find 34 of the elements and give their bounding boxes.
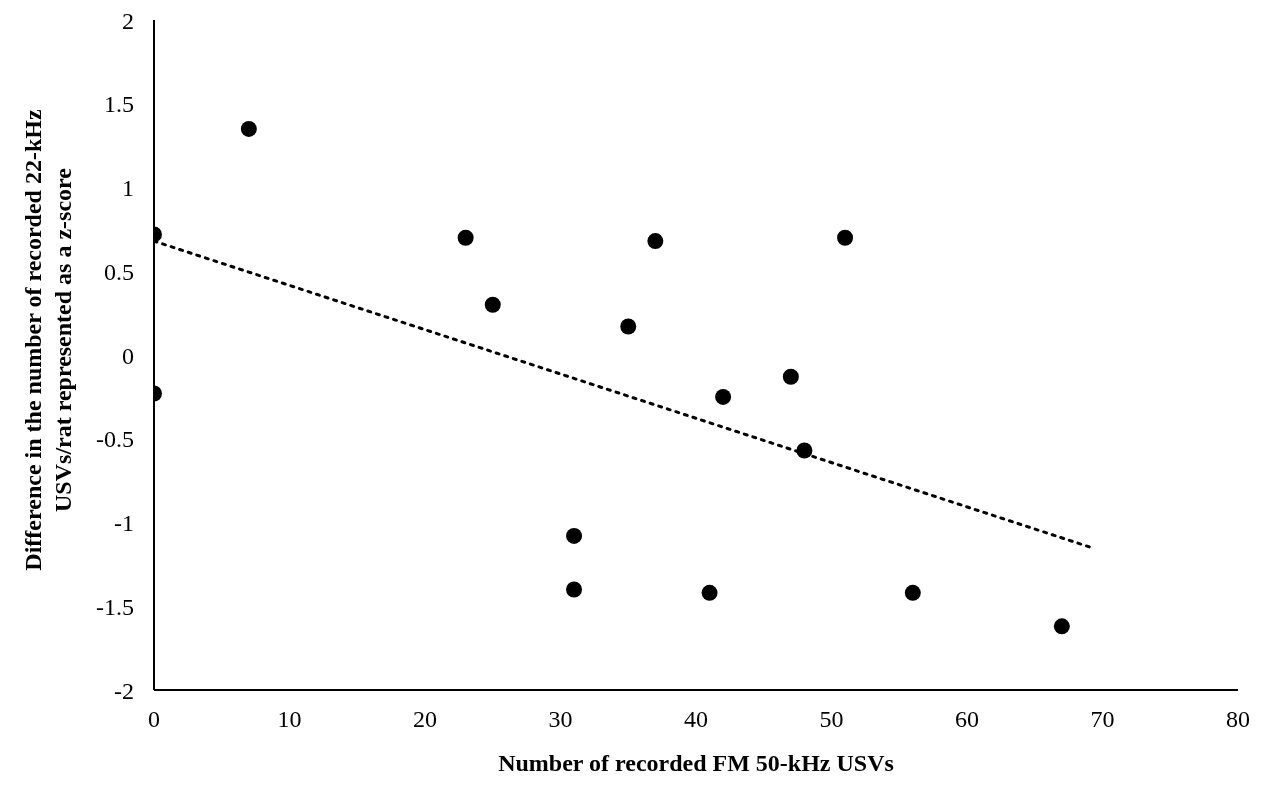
- y-tick-label: 1.5: [104, 91, 134, 118]
- y-tick-label: -1.5: [96, 593, 134, 620]
- point: [782, 368, 799, 385]
- y-axis-title: Difference in the number of recorded 22-kHz USVs/rat represented as a z-score: [19, 108, 77, 573]
- point: [240, 120, 257, 137]
- point: [620, 318, 637, 335]
- x-tick-label: 60: [955, 706, 979, 733]
- y-tick-label: 2: [122, 7, 134, 34]
- point: [566, 581, 583, 598]
- x-tick-label: 50: [819, 706, 844, 733]
- x-tick-label: 70: [1090, 706, 1115, 733]
- point: [457, 229, 474, 246]
- point: [904, 584, 921, 601]
- x-tick-label: 10: [277, 706, 302, 733]
- x-tick-label: 0: [148, 706, 160, 733]
- x-tick-label: 80: [1226, 706, 1250, 733]
- point: [715, 388, 732, 405]
- point: [566, 527, 583, 544]
- y-tick-label: -0.5: [96, 426, 134, 453]
- y-tick-label: 0: [122, 342, 134, 369]
- point: [647, 233, 664, 250]
- y-tick-label: 0.5: [104, 258, 134, 285]
- x-tick-label: 20: [413, 706, 437, 733]
- point: [701, 584, 718, 601]
- x-axis-title: Number of recorded FM 50-kHz USVs: [497, 750, 895, 777]
- y-tick-label: -2: [114, 677, 134, 704]
- point: [837, 229, 854, 246]
- point: [484, 296, 501, 313]
- x-tick-label: 30: [548, 706, 573, 733]
- point: [1053, 618, 1070, 635]
- point: [796, 442, 813, 459]
- y-tick-label: 1: [122, 175, 134, 202]
- y-tick-label: -1: [114, 510, 134, 537]
- x-tick-label: 40: [684, 706, 708, 733]
